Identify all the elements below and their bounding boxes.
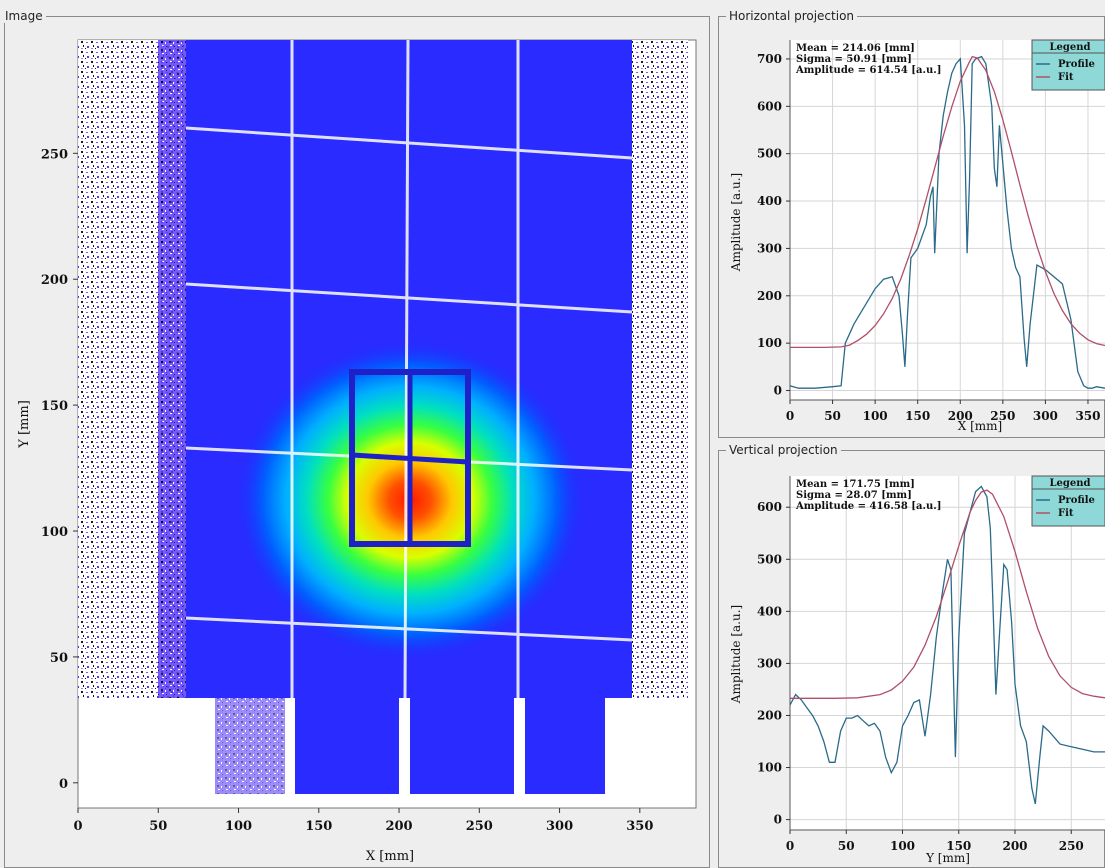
vertical-projection-title: Vertical projection — [726, 443, 841, 457]
image-y-axis-label: Y [mm] — [17, 400, 32, 449]
h-legend-title: Legend — [1049, 42, 1090, 53]
h-stat-amplitude: Amplitude = 614.54 [a.u.] — [795, 65, 941, 76]
h-x-tick-label: 300 — [1033, 409, 1058, 423]
h-stat-mean: Mean = 214.06 [mm] — [796, 43, 915, 54]
image-y-tick-label: 0 — [59, 777, 68, 792]
h-x-tick-label: 150 — [905, 409, 930, 423]
v-y-tick-label: 0 — [774, 813, 782, 827]
v-x-tick-label: 50 — [838, 839, 855, 853]
h-series-fit — [790, 55, 1105, 349]
image-panel-title: Image — [2, 9, 46, 23]
v-stat-mean: Mean = 171.75 [mm] — [796, 479, 915, 490]
v-x-tick-label: 100 — [890, 839, 915, 853]
image-y-tick-label: 250 — [41, 147, 68, 162]
h-y-tick-label: 500 — [757, 147, 782, 161]
h-y-tick-label: 200 — [757, 289, 782, 303]
h-stat-sigma: Sigma = 50.91 [mm] — [796, 54, 912, 65]
image-y-tick-label: 200 — [41, 273, 68, 288]
h-x-tick-label: 200 — [948, 409, 973, 423]
v-x-tick-label: 150 — [946, 839, 971, 853]
image-y-tick-label: 150 — [41, 399, 68, 414]
v-x-tick-label: 250 — [1059, 839, 1084, 853]
image-x-tick-label: 0 — [73, 819, 82, 834]
v-stat-amplitude: Amplitude = 416.58 [a.u.] — [795, 501, 941, 512]
h-legend-fit: Fit — [1058, 72, 1074, 83]
v-y-axis-label: Amplitude [a.u.] — [729, 605, 743, 704]
h-x-tick-label: 350 — [1075, 409, 1100, 423]
v-y-tick-label: 100 — [757, 761, 782, 775]
h-legend-profile: Profile — [1058, 59, 1095, 70]
h-y-tick-label: 700 — [757, 52, 782, 66]
image-x-tick-label: 250 — [466, 819, 493, 834]
h-x-tick-label: 250 — [990, 409, 1015, 423]
h-x-tick-label: 0 — [786, 409, 794, 423]
image-x-tick-label: 300 — [546, 819, 573, 834]
h-x-tick-label: 50 — [824, 409, 841, 423]
image-x-tick-label: 350 — [626, 819, 653, 834]
v-y-tick-label: 200 — [757, 708, 782, 722]
image-plot: 0 50 100 150 200 250 300 350 0 50 100 150 200 250 X … — [17, 39, 697, 864]
h-y-tick-label: 100 — [757, 336, 782, 350]
v-legend: Legend Profile Fit — [1031, 475, 1105, 527]
image-x-tick-label: 100 — [225, 819, 252, 834]
image-x-axis-label: X [mm] — [366, 849, 414, 864]
h-y-tick-label: 0 — [774, 384, 782, 398]
h-y-tick-label: 400 — [757, 194, 782, 208]
v-x-tick-label: 0 — [786, 839, 794, 853]
horizontal-projection-chart: 0 50 100 150 200 250 300 350 0 100 200 300 400 500 60… — [729, 39, 1105, 433]
h-y-tick-label: 300 — [757, 241, 782, 255]
v-x-axis-label: Y [mm] — [925, 851, 970, 865]
h-x-tick-label: 100 — [863, 409, 888, 423]
v-series-profile — [790, 485, 1105, 805]
v-y-tick-label: 400 — [757, 604, 782, 618]
image-x-tick-label: 150 — [305, 819, 332, 834]
image-y-tick-label: 50 — [50, 651, 68, 666]
v-y-tick-label: 600 — [757, 500, 782, 514]
horizontal-projection-title: Horizontal projection — [726, 9, 858, 23]
v-legend-profile: Profile — [1058, 495, 1095, 506]
image-x-tick-label: 200 — [385, 819, 412, 834]
image-x-tick-label: 50 — [149, 819, 167, 834]
vertical-projection-chart: 0 50 100 150 200 250 0 100 200 300 400 500 600 Mean… — [729, 475, 1105, 865]
h-y-tick-label: 600 — [757, 99, 782, 113]
v-legend-fit: Fit — [1058, 508, 1074, 519]
h-legend: Legend Profile Fit — [1031, 39, 1105, 91]
v-y-tick-label: 300 — [757, 656, 782, 670]
v-stat-sigma: Sigma = 28.07 [mm] — [796, 490, 912, 501]
h-series-profile — [790, 55, 1105, 389]
v-legend-title: Legend — [1049, 478, 1090, 489]
v-series-fit — [790, 489, 1105, 699]
h-y-axis-label: Amplitude [a.u.] — [729, 173, 743, 272]
v-y-tick-label: 500 — [757, 552, 782, 566]
image-y-tick-label: 100 — [41, 525, 68, 540]
v-x-tick-label: 200 — [1002, 839, 1027, 853]
h-x-axis-label: X [mm] — [958, 419, 1002, 433]
